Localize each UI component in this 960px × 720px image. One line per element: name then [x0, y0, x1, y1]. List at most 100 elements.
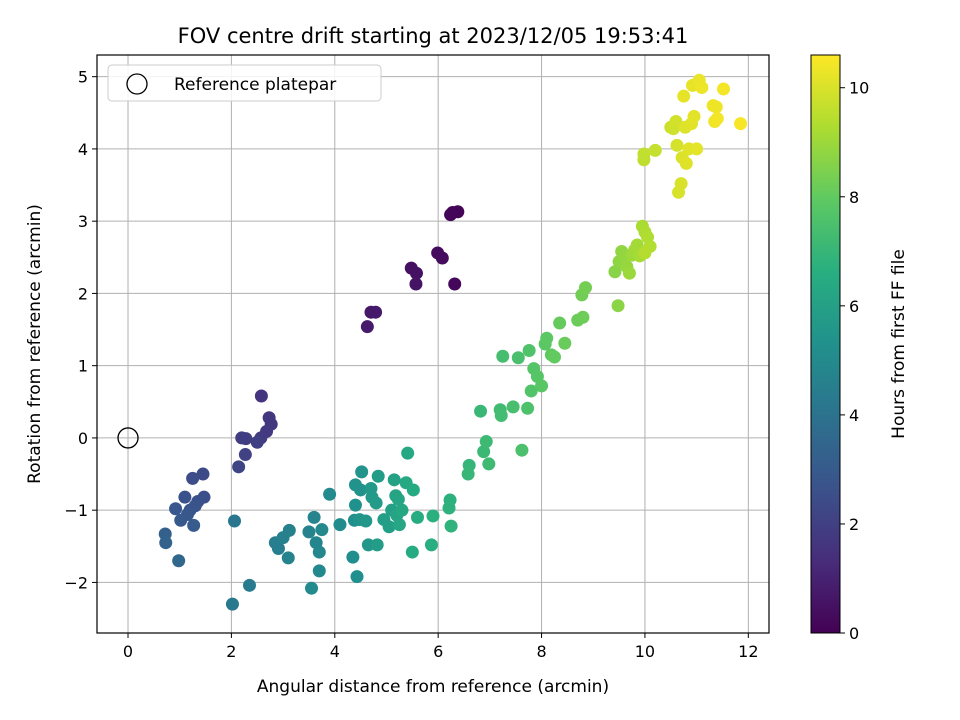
- scatter-point: [522, 344, 536, 358]
- x-axis-ticks: 0 2 4 6 8 10 12: [123, 633, 759, 661]
- colorbar-tick-label: 0: [849, 624, 859, 643]
- scatter-point: [637, 147, 651, 161]
- scatter-point: [238, 448, 252, 462]
- scatter-point: [401, 446, 415, 460]
- scatter-point: [695, 81, 709, 95]
- scatter-point: [558, 336, 572, 350]
- reference-marker: [117, 427, 139, 449]
- scatter-point: [506, 400, 520, 414]
- scatter-point: [281, 551, 295, 565]
- chart-title: FOV centre drift starting at 2023/12/05 …: [178, 24, 689, 48]
- scatter-point: [187, 518, 201, 532]
- scatter-point: [674, 177, 688, 191]
- scatter-point: [391, 492, 405, 506]
- scatter-point: [670, 138, 684, 152]
- scatter-point: [494, 409, 508, 423]
- scatter-point: [348, 498, 362, 512]
- scatter-point: [679, 156, 693, 170]
- scatter-point: [611, 299, 625, 313]
- scatter-point: [312, 545, 326, 559]
- reference-point-marker: [117, 427, 139, 449]
- y-tick-label: 5: [78, 68, 88, 87]
- scatter-point: [578, 281, 592, 295]
- x-tick-label: 0: [123, 642, 133, 661]
- scatter-point: [186, 471, 200, 485]
- legend-entry-label: Reference platepar: [174, 75, 336, 95]
- colorbar-ticks: 0 2 4 6 8 10: [840, 79, 869, 643]
- scatter-point: [405, 545, 419, 559]
- y-tick-label: −1: [64, 501, 88, 520]
- scatter-point: [515, 443, 529, 457]
- scatter-point: [225, 597, 239, 611]
- scatter-point: [444, 519, 458, 533]
- x-tick-label: 12: [738, 642, 758, 661]
- y-tick-label: 3: [78, 212, 88, 231]
- y-axis-ticks: −2 −1 0 1 2 3 4 5: [64, 68, 97, 592]
- scatter-point: [734, 117, 748, 131]
- scatter-point: [350, 570, 364, 584]
- colorbar-tick-label: 6: [849, 297, 859, 316]
- scatter-point: [315, 523, 329, 537]
- legend-box: [107, 64, 382, 102]
- legend: Reference platepar: [107, 64, 382, 102]
- x-tick-label: 4: [330, 642, 340, 661]
- scatter-point: [630, 238, 644, 252]
- y-tick-label: 4: [78, 140, 88, 159]
- scatter-point: [444, 208, 458, 222]
- scatter-point: [424, 538, 438, 552]
- scatter-point: [239, 432, 253, 446]
- scatter-point: [371, 469, 385, 483]
- scatter-point: [359, 514, 373, 528]
- scatter-point: [228, 514, 242, 528]
- scatter-point: [409, 266, 423, 280]
- colorbar-tick-label: 8: [849, 188, 859, 207]
- scatter-point: [354, 483, 368, 497]
- x-tick-label: 2: [226, 642, 236, 661]
- scatter-point: [369, 305, 383, 319]
- scatter-point: [409, 277, 423, 291]
- scatter-point: [435, 251, 449, 265]
- scatter-point: [426, 509, 440, 523]
- scatter-point: [717, 82, 731, 96]
- scatter-point: [461, 467, 475, 481]
- colorbar: [810, 54, 841, 634]
- scatter-point: [360, 320, 374, 334]
- scatter-point: [474, 404, 488, 418]
- scatter-point: [410, 510, 424, 524]
- scatter-point: [482, 457, 496, 471]
- scatter-point: [524, 384, 538, 398]
- scatter-point: [709, 100, 723, 114]
- scatter-point: [547, 350, 561, 364]
- scatter-point: [477, 445, 491, 459]
- scatter-point: [178, 490, 192, 504]
- scatter-point: [687, 109, 701, 123]
- scatter-point: [172, 554, 186, 568]
- data-points: [158, 73, 748, 611]
- scatter-point: [196, 467, 210, 481]
- scatter-point: [690, 142, 704, 156]
- x-tick-label: 8: [536, 642, 546, 661]
- scatter-point: [370, 538, 384, 552]
- scatter-point: [448, 277, 462, 291]
- y-tick-label: −2: [64, 573, 88, 592]
- scatter-point: [307, 510, 321, 524]
- plot-frame: [96, 54, 770, 634]
- scatter-point: [442, 501, 456, 515]
- colorbar-tick-label: 2: [849, 515, 859, 534]
- scatter-point: [496, 349, 510, 363]
- y-axis-label: Rotation from reference (arcmin): [25, 204, 45, 484]
- scatter-point: [576, 310, 590, 324]
- scatter-point: [312, 564, 326, 578]
- scatter-point: [395, 503, 409, 517]
- scatter-point: [346, 550, 360, 564]
- x-tick-label: 6: [433, 642, 443, 661]
- scatter-point: [369, 496, 383, 510]
- y-tick-label: 1: [78, 357, 88, 376]
- scatter-point: [305, 581, 319, 595]
- x-axis-label: Angular distance from reference (arcmin): [257, 677, 609, 697]
- scatter-point: [553, 316, 567, 330]
- scatter-point: [250, 435, 264, 449]
- scatter-point: [392, 518, 406, 532]
- y-tick-label: 2: [78, 284, 88, 303]
- scatter-point: [387, 473, 401, 487]
